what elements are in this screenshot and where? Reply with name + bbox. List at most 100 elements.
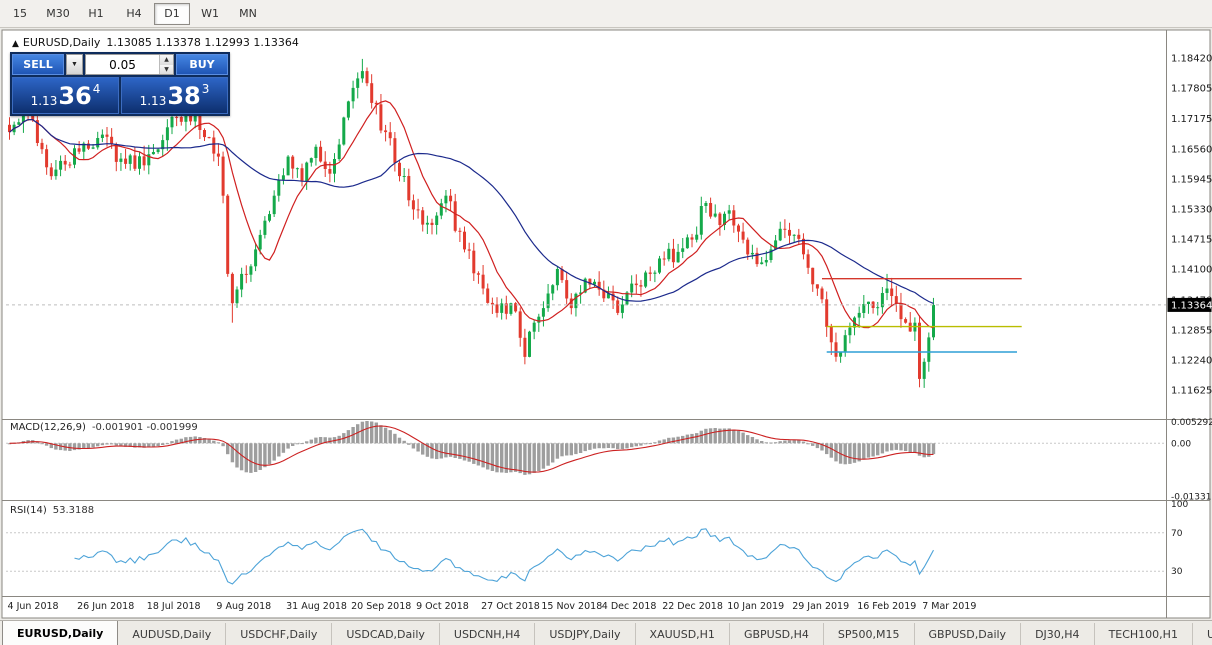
chart-tab-usdcnh-h4[interactable]: USDCNH,H4 — [440, 623, 536, 645]
candle-body — [634, 283, 638, 286]
macd-bar — [165, 443, 170, 445]
chart-tab-eurusd-daily[interactable]: EURUSD,Daily — [2, 621, 119, 645]
candle-body — [425, 222, 429, 225]
macd-bar — [7, 443, 12, 445]
date-label: 26 Jun 2018 — [77, 601, 134, 612]
candle-body — [486, 288, 490, 303]
candle-body — [671, 248, 675, 263]
macd-bar — [551, 443, 555, 463]
macd-bar — [513, 443, 518, 472]
chart-tab-audusd-daily[interactable]: AUDUSD,Daily — [118, 623, 227, 645]
lot-size-input[interactable] — [86, 55, 159, 74]
one-click-panel-toggle[interactable]: ▲ — [12, 39, 19, 49]
candle-body — [546, 293, 550, 309]
macd-bar — [435, 443, 439, 460]
chart-tab-sp500-m15[interactable]: SP500,M15 — [824, 623, 915, 645]
macd-bar — [913, 443, 917, 453]
timeframe-button-w1[interactable]: W1 — [201, 7, 219, 20]
macd-bar — [448, 443, 453, 457]
timeframe-button-mn[interactable]: MN — [239, 7, 257, 20]
candle-body — [644, 272, 648, 287]
macd-bar — [523, 443, 527, 475]
order-options-dropdown[interactable]: ▼ — [66, 54, 83, 75]
rsi-scale-label: 30 — [1171, 567, 1183, 577]
macd-bar — [202, 438, 207, 444]
candle-body — [699, 206, 703, 235]
buy-button[interactable]: BUY — [176, 54, 228, 75]
candle-body — [616, 300, 620, 313]
timeframe-button-15[interactable]: 15 — [13, 7, 27, 20]
macd-bar — [462, 443, 467, 461]
chart-tab-tech100-h1[interactable]: TECH100,H1 — [1095, 623, 1193, 645]
chart-tab-gbpusd-h4[interactable]: GBPUSD,H4 — [730, 623, 824, 645]
chart-canvas[interactable]: 1.18420 1.17805 1.17175 1.16560 1.15945 1.153… — [0, 0, 1212, 620]
macd-bar — [40, 443, 44, 445]
chart-tab-usdcad-daily[interactable]: USDCAD,Daily — [332, 623, 440, 645]
lot-decrease-button[interactable]: ▼ — [160, 64, 173, 74]
candle-body — [825, 299, 829, 327]
candle-body — [110, 136, 114, 145]
macd-bar — [755, 439, 759, 444]
chart-tab-dj30-h4[interactable]: DJ30,H4 — [1021, 623, 1095, 645]
macd-bar — [72, 443, 77, 451]
macd-bar — [142, 443, 146, 448]
macd-bar — [662, 439, 666, 444]
candle-body — [602, 289, 606, 299]
macd-bar — [407, 443, 411, 445]
macd-bar — [235, 443, 239, 468]
candle-body — [481, 274, 485, 289]
chart-tab-usdjpy-daily[interactable]: USDJPY,Daily — [535, 623, 636, 645]
timeframe-button-m30[interactable]: M30 — [46, 7, 70, 20]
candle-body — [709, 203, 713, 217]
timeframe-button-h1[interactable]: H1 — [88, 7, 104, 20]
macd-bar — [54, 443, 58, 450]
macd-bar — [100, 443, 105, 446]
candle-body — [597, 281, 601, 290]
lot-size-stepper: ▲ ▼ — [159, 55, 173, 74]
candle-body — [783, 228, 787, 230]
rsi-value: 53.3188 — [52, 505, 95, 516]
candle-body — [360, 71, 364, 79]
price-scale-label: 1.16560 — [1171, 144, 1212, 155]
sell-price-button[interactable]: 1.13 36 4 — [12, 77, 119, 114]
moving-average-34 — [9, 118, 934, 304]
candle-body — [374, 102, 378, 105]
candle-body — [421, 210, 425, 225]
candle-body — [402, 176, 406, 177]
chart-tab-ukc[interactable]: UKC — [1193, 623, 1212, 645]
macd-bar — [509, 443, 513, 473]
macd-bar — [221, 443, 225, 447]
macd-bar — [295, 443, 300, 445]
sell-button[interactable]: SELL — [12, 54, 64, 75]
candle-body — [379, 104, 383, 131]
macd-bar — [876, 443, 880, 456]
macd-bar — [653, 442, 657, 444]
price-scale-label: 1.14100 — [1171, 265, 1212, 276]
lot-increase-button[interactable]: ▲ — [160, 55, 173, 65]
timeframe-button-h4[interactable]: H4 — [126, 7, 142, 20]
chart-tab-xauusd-h1[interactable]: XAUUSD,H1 — [636, 623, 730, 645]
candle-body — [583, 278, 587, 293]
price-scale-label: 1.11625 — [1171, 385, 1212, 396]
macd-bar — [732, 429, 736, 444]
current-price-badge — [1167, 297, 1212, 312]
macd-bar — [370, 421, 374, 444]
macd-bar — [565, 443, 569, 456]
macd-bar — [597, 443, 601, 449]
chart-tab-usdchf-daily[interactable]: USDCHF,Daily — [226, 623, 333, 645]
chart-tab-gbpusd-daily[interactable]: GBPUSD,Daily — [915, 623, 1022, 645]
timeframe-button-d1[interactable]: D1 — [154, 2, 190, 25]
macd-bar — [277, 443, 281, 457]
macd-bar — [811, 443, 815, 446]
candle-body — [778, 228, 782, 241]
rsi-line — [74, 528, 934, 585]
candle-body — [574, 293, 578, 309]
macd-bar — [91, 443, 95, 448]
macd-bar — [903, 443, 908, 451]
buy-price-button[interactable]: 1.13 38 3 — [121, 77, 228, 114]
candle-body — [932, 304, 935, 338]
candle-body — [662, 258, 666, 260]
candle-body — [514, 303, 518, 312]
candle-body — [17, 122, 21, 125]
